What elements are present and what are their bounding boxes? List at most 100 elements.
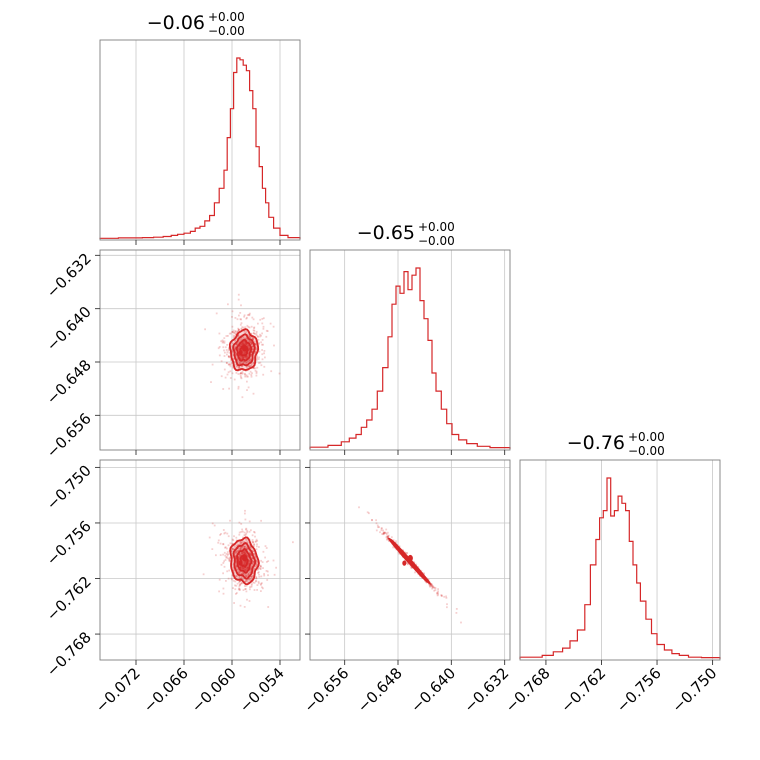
sample-point bbox=[223, 565, 226, 568]
sample-point bbox=[241, 541, 243, 544]
sample-point bbox=[234, 347, 237, 349]
sample-point bbox=[243, 564, 246, 567]
sample-point bbox=[385, 528, 388, 531]
sample-point bbox=[243, 572, 245, 575]
sample-point bbox=[255, 560, 258, 563]
sample-point bbox=[250, 554, 253, 557]
sample-point bbox=[227, 553, 230, 555]
sample-point bbox=[234, 339, 237, 342]
y-tick-label-1-1: −0.648 bbox=[43, 356, 95, 408]
sample-point bbox=[240, 541, 243, 544]
sample-point bbox=[239, 542, 241, 544]
sample-point bbox=[251, 346, 254, 348]
sample-point bbox=[250, 554, 252, 556]
sample-point bbox=[244, 332, 247, 335]
sample-point bbox=[233, 345, 236, 348]
sample-point bbox=[431, 584, 433, 587]
sample-point bbox=[250, 576, 253, 578]
sample-point bbox=[240, 567, 243, 569]
sample-point bbox=[241, 568, 244, 570]
sample-point bbox=[247, 574, 250, 577]
sample-point bbox=[235, 559, 238, 562]
sample-point bbox=[241, 545, 244, 548]
sample-point bbox=[234, 333, 237, 336]
sample-point bbox=[258, 350, 261, 353]
sample-point bbox=[231, 554, 234, 557]
sample-point bbox=[237, 570, 240, 573]
sample-point bbox=[239, 357, 242, 360]
sample-point bbox=[247, 565, 250, 568]
sample-point bbox=[242, 572, 245, 575]
sample-point bbox=[292, 541, 294, 544]
sample-point bbox=[248, 520, 251, 523]
sample-point bbox=[239, 374, 242, 377]
sample-point bbox=[390, 536, 393, 539]
sample-point bbox=[247, 326, 250, 328]
sample-point bbox=[240, 546, 243, 548]
sample-point bbox=[257, 572, 259, 574]
sample-point bbox=[240, 558, 243, 560]
sample-point bbox=[245, 343, 248, 345]
sample-point bbox=[227, 371, 230, 374]
sample-point bbox=[246, 579, 248, 581]
sample-point bbox=[238, 553, 241, 556]
sample-point bbox=[252, 545, 255, 548]
sample-point bbox=[241, 566, 244, 569]
sample-point bbox=[241, 351, 244, 354]
sample-point bbox=[239, 354, 241, 357]
sample-point bbox=[240, 376, 242, 379]
sample-point bbox=[223, 560, 225, 563]
sample-point bbox=[249, 312, 251, 315]
sample-point bbox=[245, 567, 248, 570]
sample-point bbox=[254, 343, 256, 345]
sample-point bbox=[244, 373, 246, 376]
sample-point bbox=[258, 567, 260, 569]
sample-point bbox=[248, 560, 251, 563]
sample-point bbox=[235, 558, 238, 560]
sample-point bbox=[239, 582, 242, 585]
sample-point bbox=[235, 355, 237, 358]
sample-point bbox=[228, 352, 231, 354]
sample-point bbox=[244, 509, 246, 512]
sample-point bbox=[239, 549, 242, 551]
sample-point bbox=[243, 541, 246, 544]
sample-point bbox=[240, 318, 242, 321]
sample-point bbox=[238, 338, 241, 341]
sample-point bbox=[431, 585, 433, 588]
sample-point bbox=[242, 567, 245, 569]
sample-point bbox=[368, 512, 370, 515]
sample-point bbox=[260, 334, 262, 337]
sample-point bbox=[231, 547, 234, 550]
sample-point bbox=[231, 331, 234, 333]
sample-point bbox=[246, 339, 248, 342]
sample-point bbox=[234, 561, 237, 564]
sample-point bbox=[235, 561, 238, 564]
sample-point bbox=[239, 566, 241, 569]
sample-point bbox=[247, 348, 250, 351]
sample-point bbox=[250, 343, 252, 346]
sample-point bbox=[248, 544, 251, 546]
sample-point bbox=[232, 336, 235, 339]
sample-point bbox=[245, 365, 248, 368]
sample-point bbox=[242, 571, 244, 573]
sample-point bbox=[254, 554, 257, 557]
sample-point bbox=[255, 538, 258, 541]
sample-point bbox=[211, 548, 214, 550]
sample-point bbox=[250, 547, 253, 550]
panel-frame-1-0 bbox=[99, 249, 301, 451]
sample-point bbox=[244, 553, 247, 556]
param-title-value-1: −0.65 bbox=[357, 222, 415, 244]
sample-point bbox=[244, 568, 247, 571]
sample-point bbox=[241, 547, 244, 550]
y-tick-label-2-1: −0.762 bbox=[43, 573, 95, 625]
sample-point bbox=[250, 336, 253, 339]
sample-point bbox=[243, 330, 246, 333]
sample-point bbox=[238, 575, 241, 578]
sample-point bbox=[264, 545, 267, 547]
sample-point bbox=[222, 572, 224, 575]
sample-point bbox=[231, 331, 234, 333]
sample-point bbox=[244, 372, 246, 375]
sample-point bbox=[233, 568, 235, 571]
sample-point bbox=[242, 573, 245, 576]
sample-point bbox=[248, 372, 251, 375]
